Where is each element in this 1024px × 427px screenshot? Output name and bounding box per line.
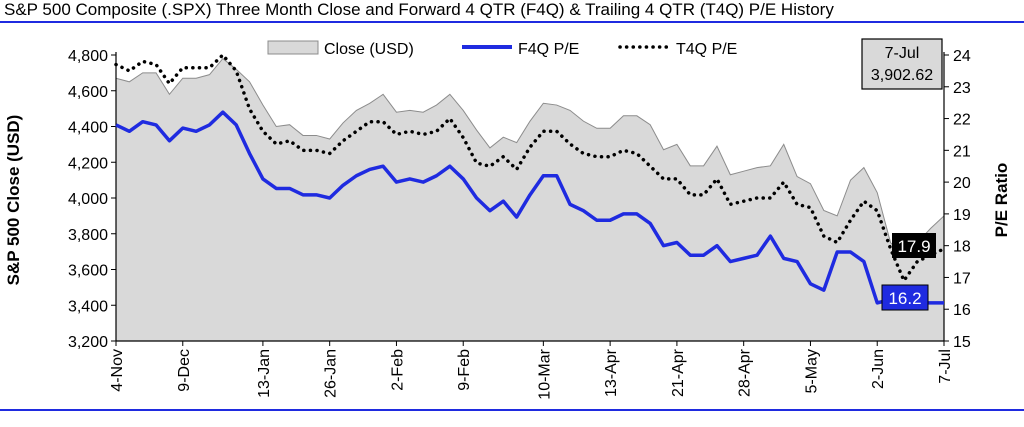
y-left-tick-label: 4,200	[68, 155, 108, 172]
close-callout-value: 3,902.62	[871, 67, 933, 84]
axes-layer	[111, 52, 949, 346]
y-left-tick-label: 3,200	[68, 334, 108, 351]
tick-labels-layer: 3,200 3,400 3,600 3,800 4,000 4,200 4,400 4,600…	[68, 48, 971, 400]
x-tick-label: 5-May	[803, 349, 820, 393]
f4q-callout: 16.2	[881, 284, 929, 311]
y-right-tick-label: 19	[953, 207, 971, 224]
y-right-tick-label: 17	[953, 270, 971, 287]
y-right-tick-label: 20	[953, 175, 971, 192]
close-callout-date: 7-Jul	[885, 45, 920, 62]
y-right-tick-label: 15	[953, 334, 971, 351]
x-tick-label: 7-Jul	[937, 349, 954, 384]
y-right-tick-label: 18	[953, 239, 971, 256]
x-tick-label: 9-Dec	[176, 349, 193, 392]
close-area	[115, 57, 945, 342]
t4q-callout: 17.9	[892, 233, 936, 258]
f4q-callout-box	[881, 284, 929, 311]
legend-t4q-label: T4Q P/E	[676, 41, 737, 58]
f4q-line-layer	[115, 110, 944, 305]
y-left-tick-label: 3,600	[68, 263, 108, 280]
close-area-layer	[115, 57, 945, 342]
legend-f4q-label: F4Q P/E	[518, 41, 579, 58]
x-tick-label: 2-Jun	[870, 349, 887, 389]
y-left-tick-label: 4,000	[68, 191, 108, 208]
y-right-tick-label: 16	[953, 302, 971, 319]
legend-close-label: Close (USD)	[324, 41, 414, 58]
t4q-callout-value: 17.9	[897, 237, 930, 256]
y-left-tick-label: 4,600	[68, 84, 108, 101]
x-tick-label: 28-Apr	[737, 348, 754, 397]
close-callout: 7-Jul 3,902.62	[861, 38, 943, 90]
legend: Close (USD) F4Q P/E T4Q P/E	[267, 40, 737, 58]
y-axis-right-title: P/E Ratio	[992, 163, 1011, 238]
top-rule	[0, 21, 1024, 23]
t4q-line-layer	[114, 53, 946, 283]
y-right-tick-label: 22	[953, 112, 971, 129]
close-callout-box	[861, 38, 943, 90]
x-tick-label: 9-Feb	[456, 349, 473, 391]
f4q-callout-value: 16.2	[888, 289, 921, 308]
y-left-tick-label: 4,800	[68, 48, 108, 65]
y-left-tick-label: 3,400	[68, 298, 108, 315]
legend-close-swatch	[267, 40, 319, 55]
x-tick-label: 10-Mar	[536, 348, 553, 399]
y-left-tick-label: 3,800	[68, 227, 108, 244]
x-tick-label: 26-Jan	[323, 349, 340, 398]
x-tick-label: 21-Apr	[670, 348, 687, 397]
y-right-tick-label: 23	[953, 80, 971, 97]
y-right-tick-label: 21	[953, 143, 971, 160]
t4q-line	[114, 53, 946, 283]
f4q-line	[115, 110, 944, 305]
t4q-callout-box	[892, 233, 936, 258]
x-tick-label: 13-Apr	[603, 348, 620, 397]
x-tick-label: 13-Jan	[256, 349, 273, 398]
bottom-rule	[0, 409, 1024, 411]
y-axis-left-title: S&P 500 Close (USD)	[4, 115, 23, 286]
x-tick-label: 4-Nov	[109, 349, 126, 392]
x-tick-label: 2-Feb	[389, 349, 406, 391]
y-left-tick-label: 4,400	[68, 120, 108, 137]
chart-title: S&P 500 Composite (.SPX) Three Month Clo…	[4, 0, 834, 19]
y-right-tick-label: 24	[953, 48, 971, 65]
